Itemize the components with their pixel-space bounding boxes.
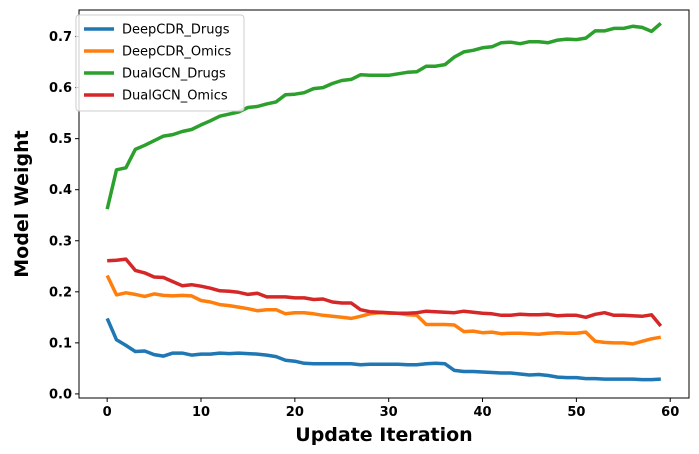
series-line-deepcdr-drugs [105,317,661,382]
y-tick-label: 0.7 [49,30,72,45]
x-tick-label: 50 [567,405,585,420]
y-tick-label: 0.0 [49,387,72,402]
y-tick-label: 0.4 [49,183,72,198]
y-axis-title: Model Weight [11,130,33,277]
legend-label: DeepCDR_Drugs [122,23,230,38]
legend-box [75,14,245,112]
x-axis-title: Update Iteration [295,424,472,446]
y-tick-label: 0.1 [49,336,72,351]
legend-label: DualGCN_Drugs [122,67,226,82]
y-tick-label: 0.6 [49,81,72,96]
series-layer [105,21,663,382]
legend: DeepCDR_Drugs DeepCDR_Omics DualGCN_Drugs D… [75,14,245,112]
x-tick-label: 60 [661,405,679,420]
legend-items: DeepCDR_Drugs DeepCDR_Omics DualGCN_Drugs D… [84,23,232,104]
x-tick-label: 30 [380,405,398,420]
y-tick-label: 0.3 [49,234,72,249]
x-tick-label: 10 [192,405,210,420]
x-tick-label: 0 [103,405,112,420]
legend-label: DeepCDR_Omics [122,45,232,60]
series-line-dualgcn-drugs [105,21,662,210]
legend-label: DualGCN_Omics [122,89,228,104]
ticks-layer: 0 10 20 30 40 50 60 0.0 0.1 0.2 0.3 0.4 0.5 0.6 0.7 [49,30,679,420]
x-tick-label: 40 [473,405,491,420]
series-line-dualgcn-omics [107,257,663,328]
y-tick-label: 0.2 [49,285,72,300]
plot-frame [78,9,690,399]
x-tick-label: 20 [286,405,304,420]
y-tick-label: 0.5 [49,132,72,147]
